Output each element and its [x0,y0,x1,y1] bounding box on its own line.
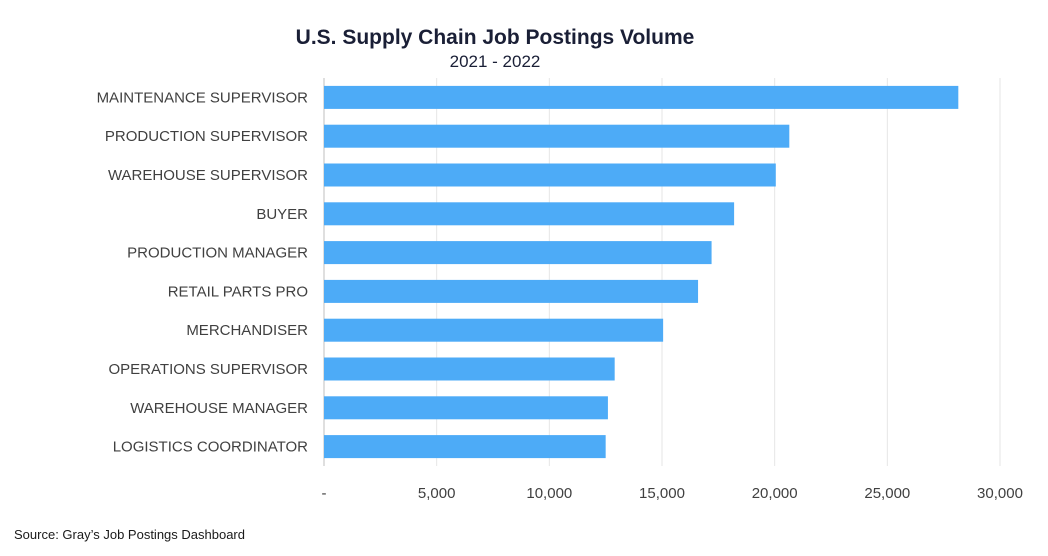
category-label: WAREHOUSE MANAGER [130,400,308,417]
category-label: OPERATIONS SUPERVISOR [109,361,309,378]
category-label: PRODUCTION MANAGER [127,245,308,262]
x-tick-label: 5,000 [418,485,456,502]
x-tick-label: 25,000 [864,485,910,502]
bar [324,124,790,148]
x-tick-label: 10,000 [526,485,572,502]
category-label: MERCHANDISER [186,322,308,339]
bar [324,202,735,226]
bar [324,279,699,303]
category-labels: MAINTENANCE SUPERVISOR PRODUCTION SUPERVI… [97,89,309,455]
category-label: WAREHOUSE SUPERVISOR [108,167,308,184]
bar [324,163,776,187]
x-tick-label: 20,000 [752,485,798,502]
bars [324,85,959,459]
category-label: BUYER [256,206,308,223]
bar [324,85,959,109]
x-tick-label: 30,000 [977,485,1023,502]
source-note: Source: Gray’s Job Postings Dashboard [14,527,245,542]
x-tick-label: 15,000 [639,485,685,502]
bar [324,396,608,420]
chart-subtitle: 2021 - 2022 [450,52,541,71]
bar [324,357,615,381]
x-tick-label: - [322,485,327,502]
bar [324,318,664,342]
x-tick-labels: - 5,000 10,000 15,000 20,000 25,000 30,000 [322,485,1023,502]
category-label: MAINTENANCE SUPERVISOR [97,89,309,106]
category-label: RETAIL PARTS PRO [168,283,308,300]
bar [324,241,712,265]
category-label: PRODUCTION SUPERVISOR [105,128,308,145]
bar [324,435,606,459]
chart-title: U.S. Supply Chain Job Postings Volume [296,26,695,49]
category-label: LOGISTICS COORDINATOR [113,439,308,456]
